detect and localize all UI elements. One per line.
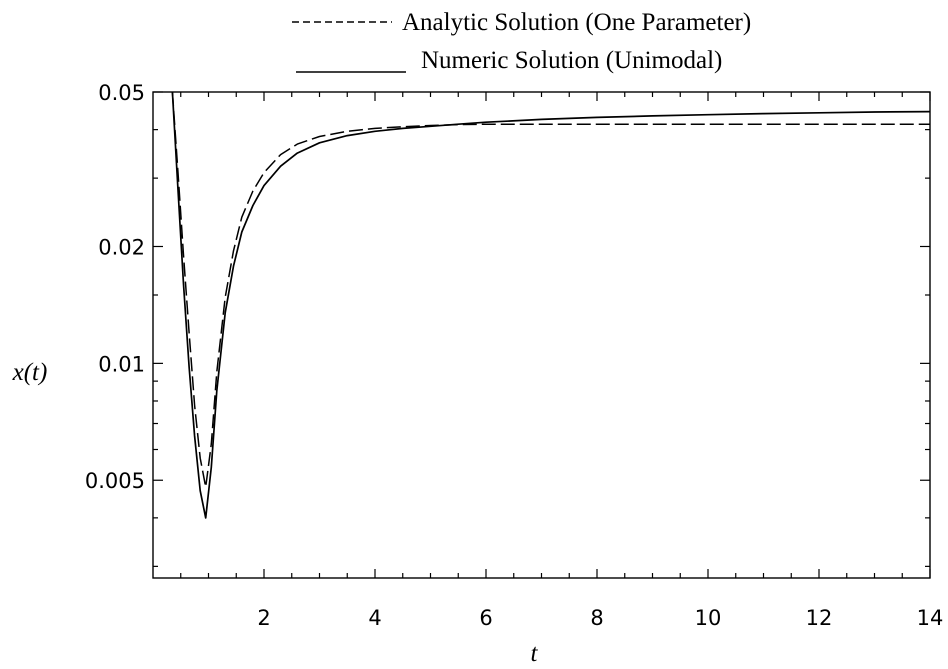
series-layer bbox=[171, 91, 931, 519]
x-tick-label: 2 bbox=[257, 606, 270, 630]
legend: Analytic Solution (One Parameter) Numeri… bbox=[292, 9, 751, 74]
x-axis-ticks: 2 4 6 8 10 12 14 bbox=[180, 92, 944, 630]
x-tick-label: 4 bbox=[368, 606, 381, 630]
y-tick-label: 0.01 bbox=[98, 352, 145, 376]
x-tick-label: 10 bbox=[695, 606, 722, 630]
x-tick-label: 8 bbox=[590, 606, 603, 630]
legend-label-analytic: Analytic Solution (One Parameter) bbox=[402, 9, 751, 36]
y-tick-label: 0.05 bbox=[98, 81, 145, 105]
x-axis-title: t bbox=[531, 640, 539, 667]
y-tick-label: 0.02 bbox=[98, 235, 145, 259]
x-tick-label: 6 bbox=[479, 606, 492, 630]
y-tick-label: 0.005 bbox=[85, 469, 145, 493]
legend-label-numeric: Numeric Solution (Unimodal) bbox=[421, 47, 722, 74]
numeric-series-line bbox=[171, 91, 931, 519]
x-tick-label: 14 bbox=[917, 606, 944, 630]
y-axis-title: x(t) bbox=[12, 359, 48, 386]
plot-frame bbox=[152, 91, 931, 579]
x-tick-label: 12 bbox=[806, 606, 833, 630]
analytic-series-line bbox=[171, 91, 930, 488]
y-axis-ticks: 0.005 0.01 0.02 0.05 bbox=[85, 81, 930, 567]
